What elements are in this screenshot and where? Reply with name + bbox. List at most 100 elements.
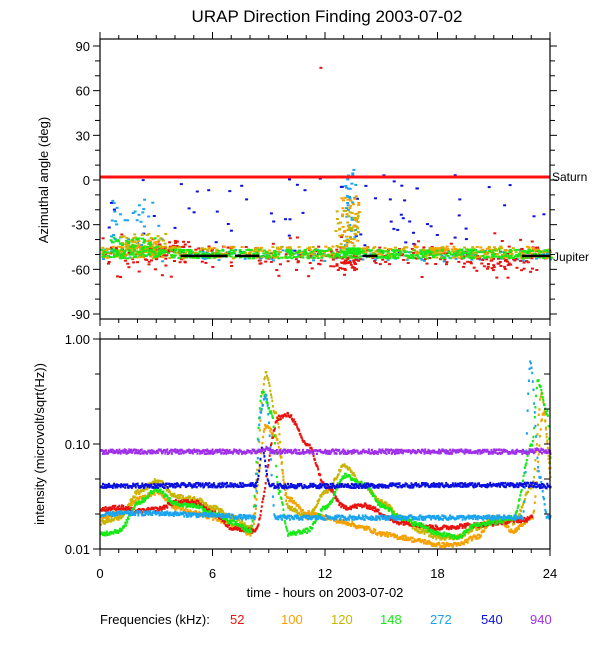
intensity-point-120 (259, 419, 262, 422)
azimuth-point-148 (297, 255, 301, 258)
azimuth-point-148 (267, 252, 271, 255)
azimuth-point-52 (109, 246, 113, 249)
intensity-point-100 (256, 484, 259, 487)
intensity-point-100 (514, 530, 517, 533)
intensity-point-148 (178, 502, 181, 506)
intensity-point-148 (250, 530, 253, 533)
azimuth-point-148 (500, 255, 503, 258)
azimuth-point-272 (142, 225, 146, 228)
intensity-point-52 (263, 490, 266, 493)
azimuth-point-272 (349, 229, 353, 232)
azimuth-point-120 (519, 251, 523, 254)
intensity-point-100 (518, 527, 520, 530)
intensity-point-120 (417, 530, 420, 534)
intensity-point-52 (294, 420, 297, 424)
azimuth-point-52 (348, 260, 352, 263)
azimuth-point-148 (290, 257, 294, 260)
intensity-point-272 (130, 510, 133, 513)
intensity-point-120 (523, 498, 526, 501)
intensity-point-120 (167, 490, 170, 494)
intensity-point-120 (327, 490, 330, 493)
azimuth-point-52 (187, 241, 191, 244)
intensity-point-148 (469, 524, 472, 528)
azimuth-point-120 (348, 211, 352, 214)
intensity-point-52 (369, 507, 372, 510)
intensity-point-120 (154, 480, 157, 483)
azimuth-point-540 (240, 184, 244, 187)
intensity-point-120 (264, 376, 267, 379)
azimuth-point-120 (509, 250, 513, 252)
intensity-point-100 (144, 494, 146, 497)
intensity-point-120 (204, 504, 207, 507)
intensity-point-148 (356, 480, 359, 484)
azimuth-point-540 (192, 211, 196, 214)
azimuth-point-100 (460, 254, 464, 257)
intensity-point-100 (411, 540, 414, 543)
intensity-point-52 (334, 496, 337, 500)
intensity-point-52 (365, 504, 368, 507)
intensity-point-272 (126, 511, 129, 515)
intensity-point-272 (114, 512, 117, 515)
azimuth-point-120 (159, 237, 163, 240)
azimuth-point-120 (203, 248, 207, 251)
intensity-point-148 (305, 527, 308, 531)
azimuth-point-100 (199, 249, 202, 252)
intensity-point-100 (396, 534, 398, 537)
azimuth-point-100 (206, 250, 210, 253)
intensity-point-148 (360, 480, 363, 484)
azimuth-point-120 (147, 232, 151, 235)
intensity-point-148 (411, 522, 414, 525)
intensity-point-52 (350, 507, 352, 511)
intensity-point-52 (125, 508, 128, 511)
intensity-point-148 (534, 406, 537, 409)
azimuth-point-148 (285, 256, 289, 259)
intensity-point-100 (245, 531, 247, 535)
intensity-point-52 (354, 503, 356, 506)
azimuth-point-148 (328, 255, 332, 258)
intensity-point-100 (515, 527, 518, 530)
intensity-point-148 (153, 489, 156, 492)
intensity-point-148 (409, 518, 412, 522)
azimuth-point-272 (113, 237, 117, 240)
azimuth-point-540 (415, 187, 419, 190)
intensity-point-148 (276, 481, 279, 484)
azimuth-point-148 (521, 257, 525, 260)
intensity-point-148 (126, 521, 129, 524)
intensity-point-52 (317, 468, 320, 471)
azimuth-point-100 (352, 203, 356, 206)
azimuth-point-148 (106, 254, 110, 257)
azimuth-point-148 (542, 257, 546, 259)
azimuth-point-120 (471, 255, 474, 258)
azimuth-point-52 (116, 275, 119, 278)
intensity-point-120 (288, 505, 291, 508)
intensity-point-148 (321, 507, 324, 511)
intensity-point-100 (186, 508, 189, 512)
intensity-point-52 (403, 520, 406, 524)
azimuth-point-148 (508, 250, 512, 253)
intensity-point-148 (470, 523, 473, 527)
azimuth-point-52 (469, 262, 473, 265)
azimuth-point-100 (136, 244, 140, 247)
intensity-point-148 (256, 437, 259, 441)
azimuth-point-120 (495, 249, 498, 252)
azimuth-point-148 (357, 247, 361, 250)
azimuth-point-120 (140, 233, 144, 236)
intensity-point-100 (445, 544, 448, 548)
azimuth-point-52 (349, 263, 353, 266)
intensity-point-52 (276, 416, 279, 419)
azimuth-point-272 (112, 234, 116, 236)
intensity-point-52 (258, 517, 261, 520)
intensity-point-148 (312, 523, 314, 526)
azimuth-point-100 (356, 239, 360, 242)
azimuth-point-148 (528, 250, 532, 252)
intensity-point-52 (462, 524, 465, 528)
azimuth-point-272 (354, 228, 358, 231)
azimuth-point-52 (482, 265, 486, 268)
azimuth-point-148 (320, 256, 324, 259)
azimuth-point-148 (335, 252, 339, 255)
intensity-series-points (100, 360, 552, 549)
azimuth-point-100 (151, 243, 155, 246)
intensity-point-148 (388, 509, 391, 512)
intensity-point-52 (163, 504, 165, 508)
intensity-point-52 (241, 526, 244, 529)
